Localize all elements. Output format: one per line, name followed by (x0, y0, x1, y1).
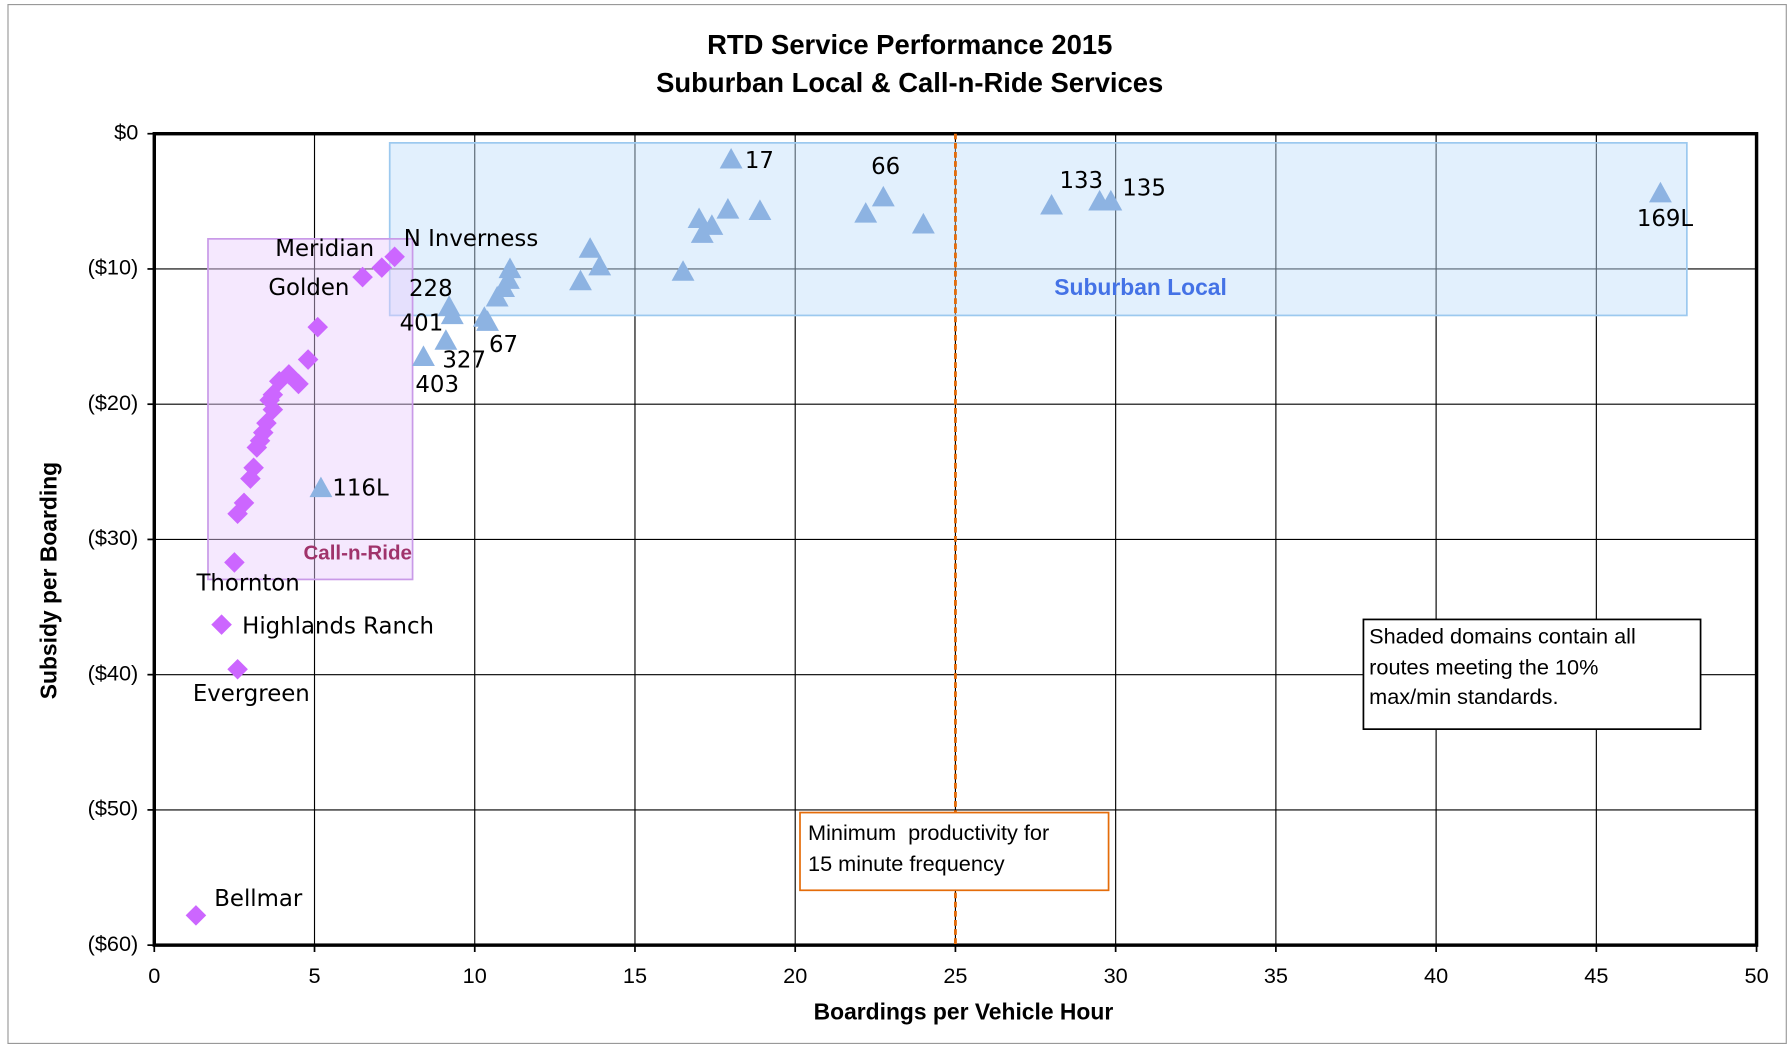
point-label: 67 (489, 332, 518, 358)
annotation-text: Minimum productivity for (808, 820, 1049, 845)
x-axis-label: Boardings per Vehicle Hour (814, 999, 1114, 1025)
point-label: Meridian (275, 236, 374, 262)
point-label: Thornton (195, 571, 299, 597)
y-tick-label: $0 (114, 119, 138, 144)
triangle-point (1040, 193, 1063, 215)
diamond-point (224, 552, 245, 573)
triangle-point (498, 257, 522, 279)
y-tick-label: ($10) (88, 255, 139, 280)
domain-label: Suburban Local (1054, 274, 1227, 300)
y-tick-label: ($30) (88, 525, 139, 550)
reference: Minimum productivity for 15 minute freque… (799, 133, 1110, 946)
point-label: Highlands Ranch (242, 613, 434, 639)
triangle-point (1099, 189, 1123, 211)
x-tick-label: 25 (943, 963, 967, 988)
point-label: 228 (409, 276, 453, 302)
chart-subtitle: Suburban Local & Call-n-Ride Services (656, 67, 1163, 98)
x-tick-label: 0 (148, 963, 160, 988)
point-label: Bellmar (214, 886, 303, 912)
diamond-point (233, 492, 255, 514)
point-label: 133 (1059, 168, 1103, 194)
x-tick-label: 20 (783, 963, 807, 988)
diamond-point (227, 503, 248, 525)
triangle-point (578, 237, 602, 258)
diamond-point (384, 246, 405, 268)
triangle-point (716, 198, 740, 219)
point-label: 135 (1122, 175, 1166, 201)
note-text: Shaded domains contain all (1369, 623, 1636, 648)
x-tick-label: 15 (623, 963, 647, 988)
x-tick-label: 40 (1424, 963, 1448, 988)
triangle-point (472, 306, 496, 327)
diamond-point (227, 658, 248, 680)
point-label: 403 (415, 372, 459, 398)
annotation-box (799, 811, 1110, 892)
triangle-point (412, 345, 435, 366)
point-label: 17 (745, 148, 774, 174)
triangle-point (309, 476, 333, 498)
triangle-point (911, 212, 935, 234)
x-tick-label: 50 (1745, 963, 1769, 988)
annotation-text: 15 minute frequency (808, 851, 1005, 876)
point-label: 116L (332, 476, 389, 502)
x-tick-label: 10 (463, 963, 487, 988)
diamond-point (211, 614, 232, 635)
point-label: Golden (268, 275, 349, 301)
triangle-point (748, 199, 772, 220)
triangle-point (719, 147, 743, 169)
diamond-point (246, 437, 268, 458)
call-n-ride-domain (207, 237, 414, 581)
suburban-domain (388, 142, 1688, 317)
y-tick-label: ($40) (88, 660, 139, 685)
y-tick-label: ($60) (88, 931, 139, 956)
triangle-point (690, 222, 714, 243)
triangle-point (485, 285, 509, 307)
y-tick-label: ($20) (88, 390, 139, 415)
point-label: Evergreen (193, 681, 310, 707)
point-label: N Inverness (404, 226, 538, 252)
triangle-point (569, 269, 592, 291)
note-box (1362, 618, 1702, 730)
point-label: 327 (442, 348, 486, 374)
triangle-point (440, 303, 464, 325)
x-tick-label: 5 (308, 963, 320, 988)
point-label: 169L (1637, 206, 1694, 232)
point-label: 66 (871, 154, 900, 180)
point-label: 401 (400, 311, 444, 337)
note-text: max/min standards. (1369, 684, 1558, 709)
plot-border (152, 132, 1759, 947)
x-tick-label: 45 (1584, 963, 1608, 988)
diamond-point (185, 905, 207, 926)
triangle-point (687, 207, 711, 229)
triangle-point (871, 185, 895, 207)
triangle-point (434, 329, 458, 350)
chart-title: RTD Service Performance 2015 (707, 29, 1112, 60)
domain-label: Call-n-Ride (303, 542, 412, 565)
y-tick-label: ($50) (88, 796, 139, 821)
y-axis-label: Subsidy per Boarding (35, 462, 61, 699)
triangle-point (854, 202, 878, 223)
diamond-point (307, 316, 329, 338)
note-text: routes meeting the 10% (1369, 654, 1598, 679)
triangle-point (1649, 181, 1672, 203)
x-tick-label: 35 (1264, 963, 1288, 988)
triangle-point (588, 254, 612, 276)
x-tick-label: 30 (1104, 963, 1128, 988)
triangle-point (671, 260, 695, 281)
grid: 0 5 10 15 20 25 30 35 40 45 50 ($60) ($50) ($40) ($30)… (88, 119, 1769, 987)
